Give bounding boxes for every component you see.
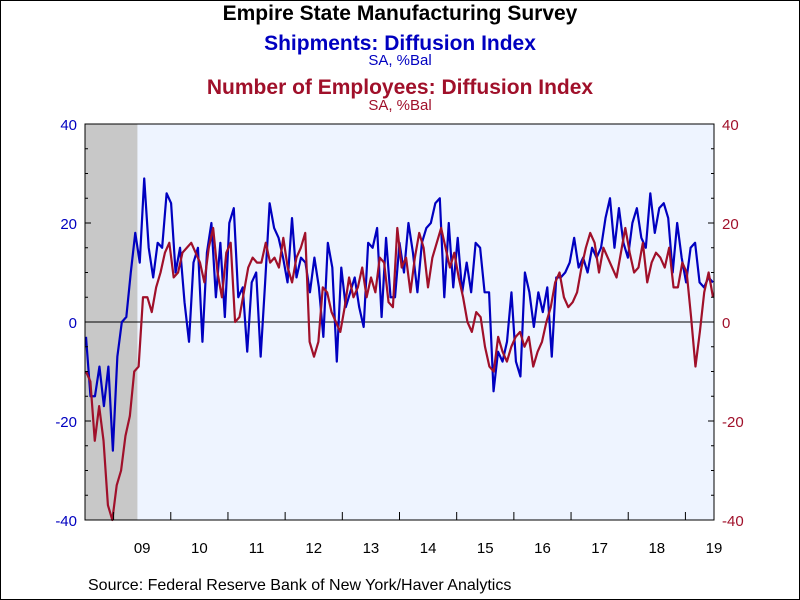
source-note: Source: Federal Reserve Bank of New York… <box>88 577 512 594</box>
y-tick-label-left: 40 <box>60 117 77 134</box>
series-title-shipments: Shipments: Diffusion Index <box>264 32 536 55</box>
x-tick-label: 15 <box>477 540 494 557</box>
series-line-employees <box>84 226 715 522</box>
x-tick-label: 12 <box>305 540 322 557</box>
y-tick-label-right: 0 <box>722 315 730 332</box>
x-tick-label: 09 <box>134 540 151 557</box>
y-tick-label-right: -20 <box>722 414 744 431</box>
x-tick-label: 14 <box>420 540 437 557</box>
x-tick-label: 11 <box>249 540 265 557</box>
series-title-employees: Number of Employees: Diffusion Index <box>206 76 594 99</box>
y-tick-label-right: 40 <box>722 117 739 134</box>
series-layer <box>84 177 715 522</box>
x-tick-label: 17 <box>591 540 608 557</box>
y-tick-label-left: -20 <box>55 414 77 431</box>
x-tick-label: 19 <box>706 540 723 557</box>
y-tick-label-left: -40 <box>55 513 77 530</box>
y-tick-label-right: 20 <box>722 216 739 233</box>
y-tick-label-left: 20 <box>60 216 77 233</box>
axis-layer: 40 20 0 -20 -40 40 20 0 -20 -40 09 10 11 12 13 14 15 16 17… <box>55 117 743 557</box>
y-tick-label-left: 0 <box>69 315 77 332</box>
series-units-employees: SA, %Bal <box>368 97 432 114</box>
chart-title: Empire State Manufacturing Survey <box>222 2 578 25</box>
x-tick-label: 16 <box>534 540 551 557</box>
series-units-shipments: SA, %Bal <box>368 52 432 69</box>
x-tick-label: 18 <box>648 540 665 557</box>
x-tick-label: 10 <box>191 540 208 557</box>
y-tick-label-right: -40 <box>722 513 744 530</box>
x-tick-label: 13 <box>363 540 380 557</box>
